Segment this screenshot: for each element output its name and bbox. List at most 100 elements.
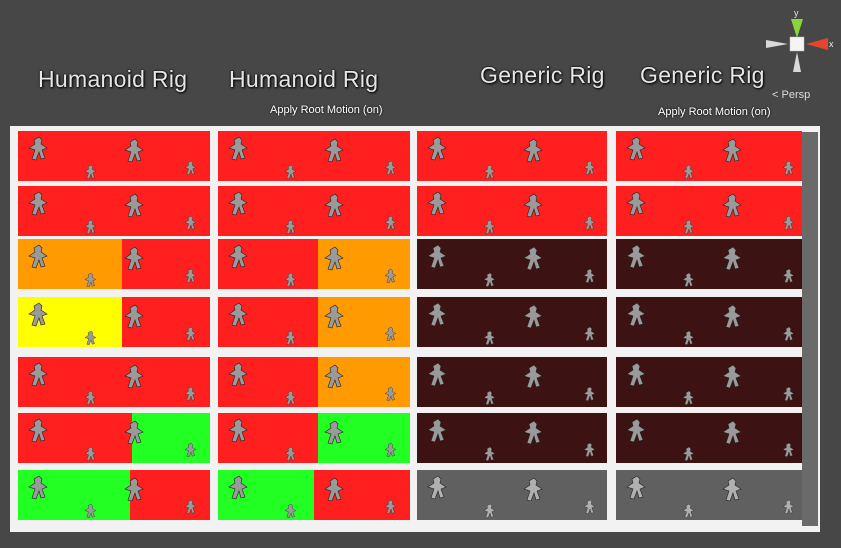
character-figure-icon (781, 499, 797, 519)
grid-cell[interactable] (218, 413, 410, 463)
character-figure-icon (226, 417, 252, 451)
column-title-2: Humanoid Rig (229, 66, 379, 92)
character-figure-icon (521, 303, 547, 337)
character-figure-icon (226, 474, 252, 508)
character-figure-icon (681, 503, 697, 520)
color-segment (616, 413, 802, 463)
grid-cell[interactable] (417, 413, 607, 463)
character-figure-icon (322, 245, 348, 279)
grid-cell[interactable] (417, 239, 607, 289)
character-figure-icon (26, 243, 52, 277)
character-figure-icon (582, 268, 598, 288)
grid-cell[interactable] (417, 186, 607, 236)
grid-cell[interactable] (18, 131, 210, 181)
column-subtitle-2: Apply Root Motion (on) (270, 104, 383, 116)
grid-cell[interactable] (218, 357, 410, 407)
character-figure-icon (681, 390, 697, 407)
character-figure-icon (681, 330, 697, 347)
back-arrow-icon: < (772, 89, 779, 101)
grid-cell[interactable] (417, 470, 607, 520)
grid-cell[interactable] (218, 297, 410, 347)
color-segment (218, 131, 410, 181)
character-figure-icon (425, 361, 451, 395)
center-cube-icon[interactable] (789, 36, 805, 52)
grid-cell[interactable] (218, 239, 410, 289)
color-segment (616, 357, 802, 407)
character-figure-icon (83, 164, 99, 181)
character-figure-icon (26, 361, 52, 395)
character-figure-icon (681, 219, 697, 236)
grid-cell[interactable] (218, 470, 410, 520)
character-figure-icon (83, 272, 99, 289)
character-figure-icon (720, 303, 746, 337)
character-figure-icon (283, 219, 299, 236)
grid-cell[interactable] (417, 357, 607, 407)
character-figure-icon (322, 363, 348, 397)
character-figure-icon (582, 160, 598, 180)
character-figure-icon (582, 499, 598, 519)
character-figure-icon (322, 137, 348, 171)
grid-cell[interactable] (18, 239, 210, 289)
character-figure-icon (26, 190, 52, 224)
character-figure-icon (383, 386, 399, 406)
column-title-4: Generic Rig (640, 62, 765, 88)
character-figure-icon (26, 135, 52, 169)
grid-cell[interactable] (616, 297, 802, 347)
projection-label[interactable]: < Persp (772, 89, 810, 101)
grid-cell[interactable] (616, 131, 802, 181)
grid-cell[interactable] (18, 357, 210, 407)
character-figure-icon (26, 301, 52, 335)
character-figure-icon (781, 386, 797, 406)
character-figure-icon (183, 160, 199, 180)
character-figure-icon (383, 326, 399, 346)
character-figure-icon (183, 326, 199, 346)
neg-y-axis-cone-icon[interactable] (793, 52, 801, 72)
grid-cell[interactable] (616, 413, 802, 463)
character-figure-icon (624, 361, 650, 395)
character-figure-icon (122, 476, 148, 510)
character-figure-icon (322, 419, 348, 453)
x-axis-cone-icon[interactable] (806, 38, 828, 50)
color-segment (417, 470, 607, 520)
character-figure-icon (482, 219, 498, 236)
color-segment (18, 357, 210, 407)
grid-cell[interactable] (616, 239, 802, 289)
grid-cell[interactable] (417, 297, 607, 347)
color-segment (616, 186, 802, 236)
y-axis-cone-icon[interactable] (791, 19, 803, 38)
character-figure-icon (83, 503, 99, 520)
character-figure-icon (122, 137, 148, 171)
character-figure-icon (624, 301, 650, 335)
grid-cell[interactable] (18, 470, 210, 520)
character-figure-icon (720, 476, 746, 510)
character-figure-icon (521, 192, 547, 226)
character-figure-icon (582, 326, 598, 346)
character-figure-icon (624, 135, 650, 169)
grid-cell[interactable] (218, 131, 410, 181)
grid-cell[interactable] (616, 186, 802, 236)
character-figure-icon (521, 245, 547, 279)
grid-cell[interactable] (18, 186, 210, 236)
grid-cell[interactable] (218, 186, 410, 236)
character-figure-icon (226, 361, 252, 395)
character-figure-icon (482, 330, 498, 347)
character-figure-icon (582, 442, 598, 462)
grid-cell[interactable] (616, 470, 802, 520)
character-figure-icon (83, 330, 99, 347)
grid-cell[interactable] (18, 297, 210, 347)
character-figure-icon (226, 190, 252, 224)
character-figure-icon (83, 390, 99, 407)
character-figure-icon (425, 474, 451, 508)
character-figure-icon (521, 476, 547, 510)
character-figure-icon (482, 272, 498, 289)
axis-y-label: y (794, 8, 799, 18)
grid-cell[interactable] (616, 357, 802, 407)
orientation-gizmo[interactable]: y x (760, 4, 840, 82)
grid-cell[interactable] (417, 131, 607, 181)
grid-cell[interactable] (18, 413, 210, 463)
character-figure-icon (283, 503, 299, 520)
character-figure-icon (624, 417, 650, 451)
color-segment (18, 131, 210, 181)
neg-x-axis-cone-icon[interactable] (766, 40, 788, 48)
